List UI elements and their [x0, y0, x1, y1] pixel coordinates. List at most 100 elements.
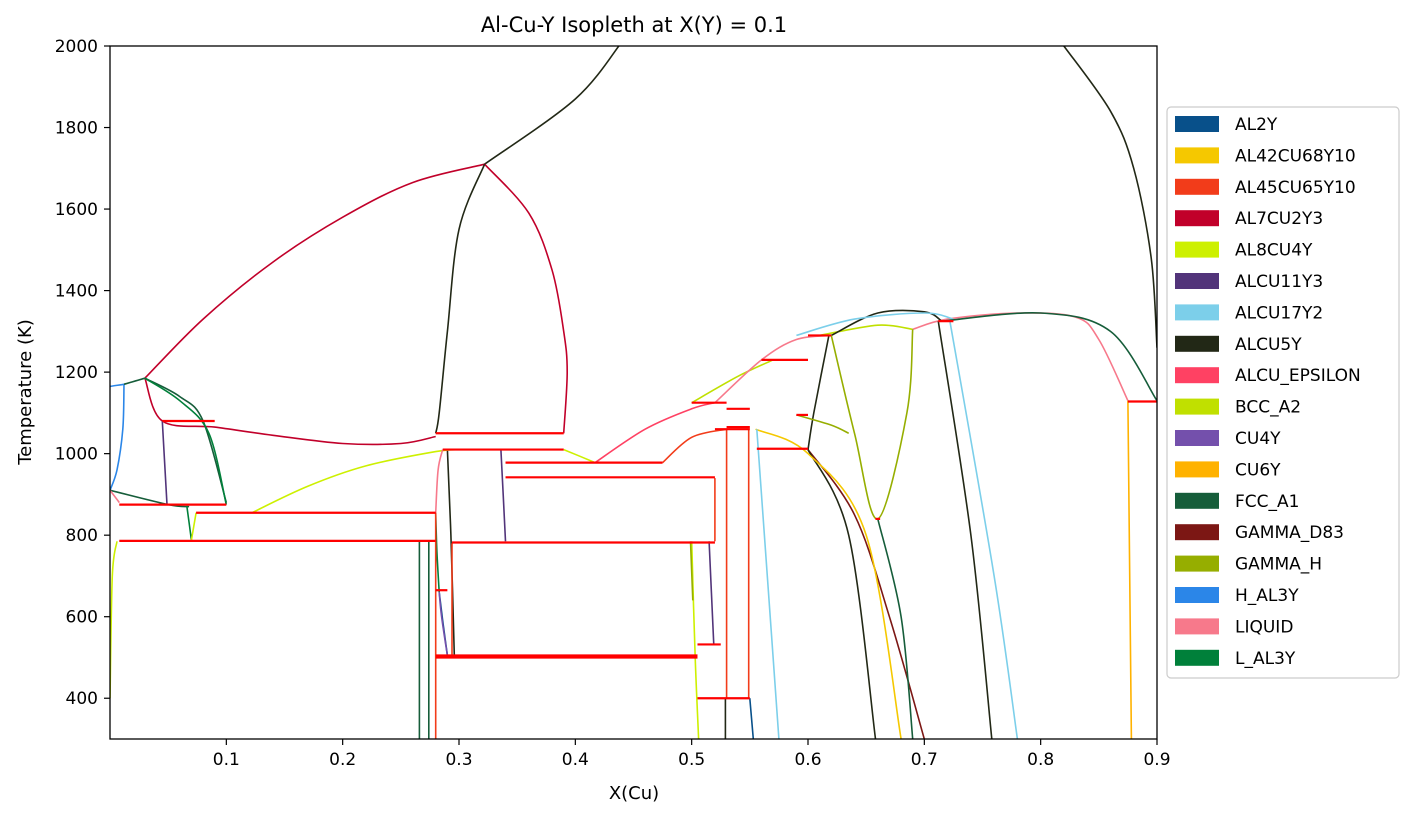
y-tick-label: 1600 [55, 200, 98, 220]
phase-boundary-12 [161, 420, 168, 505]
phase-boundary-43 [756, 429, 780, 739]
legend-swatch [1175, 461, 1219, 478]
legend-label: GAMMA_D83 [1235, 523, 1344, 543]
legend-label: ALCU17Y2 [1235, 303, 1323, 323]
phase-boundary-6 [446, 449, 456, 656]
legend-swatch [1175, 304, 1219, 321]
phase-boundary-11 [144, 377, 228, 505]
phase-boundary-2 [144, 163, 485, 379]
phase-boundary-49 [689, 541, 694, 601]
phase-boundary-8 [110, 384, 125, 491]
phase-boundary-41 [807, 449, 877, 739]
phase-boundary-curves [110, 46, 1157, 739]
x-tick-label: 0.3 [445, 750, 472, 770]
legend-label: CU4Y [1235, 429, 1281, 449]
phase-boundary-42 [755, 428, 902, 739]
legend-swatch [1175, 367, 1219, 384]
legend-swatch [1175, 147, 1219, 164]
x-axis-ticks: 0.1 0.2 0.3 0.4 0.5 0.6 0.7 0.8 0.9 [213, 739, 1171, 770]
legend-label: AL8CU4Y [1235, 241, 1313, 261]
phase-boundary-18 [251, 448, 460, 514]
phase-boundary-4 [144, 377, 436, 446]
phase-boundary-3 [484, 163, 569, 434]
x-tick-label: 0.9 [1143, 750, 1170, 770]
phase-boundary-26 [500, 449, 507, 542]
legend-swatch [1175, 555, 1219, 572]
y-tick-label: 600 [66, 608, 98, 628]
legend-label: GAMMA_H [1235, 555, 1322, 575]
phase-boundary-0 [484, 46, 620, 165]
phase-boundary-29 [714, 334, 832, 404]
phase-boundary-51 [749, 698, 755, 739]
legend-swatch [1175, 398, 1219, 415]
legend-label: L_AL3Y [1235, 649, 1296, 669]
legend-label: LIQUID [1235, 617, 1293, 637]
x-axis-label: X(Cu) [609, 783, 659, 804]
phase-boundary-40 [807, 449, 926, 739]
phase-boundary-5 [434, 163, 486, 434]
phase-boundary-35 [937, 321, 993, 739]
phase-boundary-47 [708, 541, 715, 646]
phase-boundary-56 [1127, 400, 1133, 739]
y-tick-label: 1200 [55, 363, 98, 383]
phase-boundary-34 [941, 311, 1157, 402]
legend-label: AL42CU68Y10 [1235, 146, 1356, 166]
phase-boundary-36 [949, 321, 1019, 739]
legend-swatch [1175, 210, 1219, 227]
phase-boundary-9 [123, 377, 146, 386]
legend-swatch [1175, 524, 1219, 541]
phase-boundary-28 [691, 359, 774, 404]
x-tick-label: 0.7 [911, 750, 938, 770]
phase-boundary-48 [690, 541, 700, 739]
legend-label: ALCU5Y [1235, 335, 1302, 355]
phase-boundary-16 [186, 505, 193, 541]
chart-title: Al-Cu-Y Isopleth at X(Y) = 0.1 [481, 13, 787, 37]
legend-swatch [1175, 273, 1219, 289]
x-tick-label: 0.1 [213, 750, 240, 770]
legend-label: FCC_A1 [1235, 492, 1299, 512]
y-tick-label: 1800 [55, 119, 98, 139]
phase-boundary-31 [912, 312, 1129, 402]
y-tick-label: 1400 [55, 282, 98, 302]
y-tick-label: 400 [66, 689, 98, 709]
x-tick-label: 0.2 [329, 750, 356, 770]
phase-boundary-25 [434, 449, 444, 513]
legend-swatch [1175, 649, 1219, 666]
plot-frame [109, 45, 1158, 740]
legend-label: CU6Y [1235, 460, 1281, 480]
y-axis-ticks: 400 600 800 1000 1200 1400 1600 1800 2000 [55, 37, 110, 709]
phase-boundary-17 [190, 512, 197, 541]
legend-swatch [1175, 335, 1219, 352]
legend-swatch [1175, 178, 1219, 195]
x-tick-label: 0.5 [678, 750, 705, 770]
legend-label: AL7CU2Y3 [1235, 209, 1323, 229]
legend-label: AL2Y [1235, 115, 1278, 135]
phase-boundary-7 [110, 383, 125, 388]
plot-area [109, 45, 1158, 740]
legend-label: H_AL3Y [1235, 586, 1299, 606]
y-tick-label: 1000 [55, 445, 98, 465]
phase-boundary-27 [594, 401, 716, 464]
legend-swatch [1175, 492, 1219, 509]
phase-boundary-45 [662, 428, 727, 464]
legend-swatch [1175, 241, 1219, 258]
x-tick-label: 0.4 [562, 750, 589, 770]
phase-boundary-39 [796, 414, 850, 435]
legend-frame [1166, 106, 1400, 679]
phase-boundary-15 [110, 541, 118, 699]
legend-swatch [1175, 116, 1219, 132]
phase-boundary-10 [144, 377, 228, 503]
y-axis-label: Temperature (K) [15, 319, 36, 466]
phase-boundary-44 [877, 518, 914, 739]
phase-boundary-38 [807, 335, 830, 450]
phase-boundary-1 [1063, 46, 1157, 348]
legend-label: ALCU_EPSILON [1235, 366, 1361, 386]
legend-swatch [1175, 618, 1219, 635]
phase-boundary-32 [830, 309, 943, 337]
legend-swatch [1175, 587, 1219, 603]
legend-label: ALCU11Y3 [1235, 272, 1323, 292]
legend-swatch [1175, 430, 1219, 446]
x-tick-label: 0.8 [1027, 750, 1054, 770]
invariant-lines [119, 320, 1157, 700]
